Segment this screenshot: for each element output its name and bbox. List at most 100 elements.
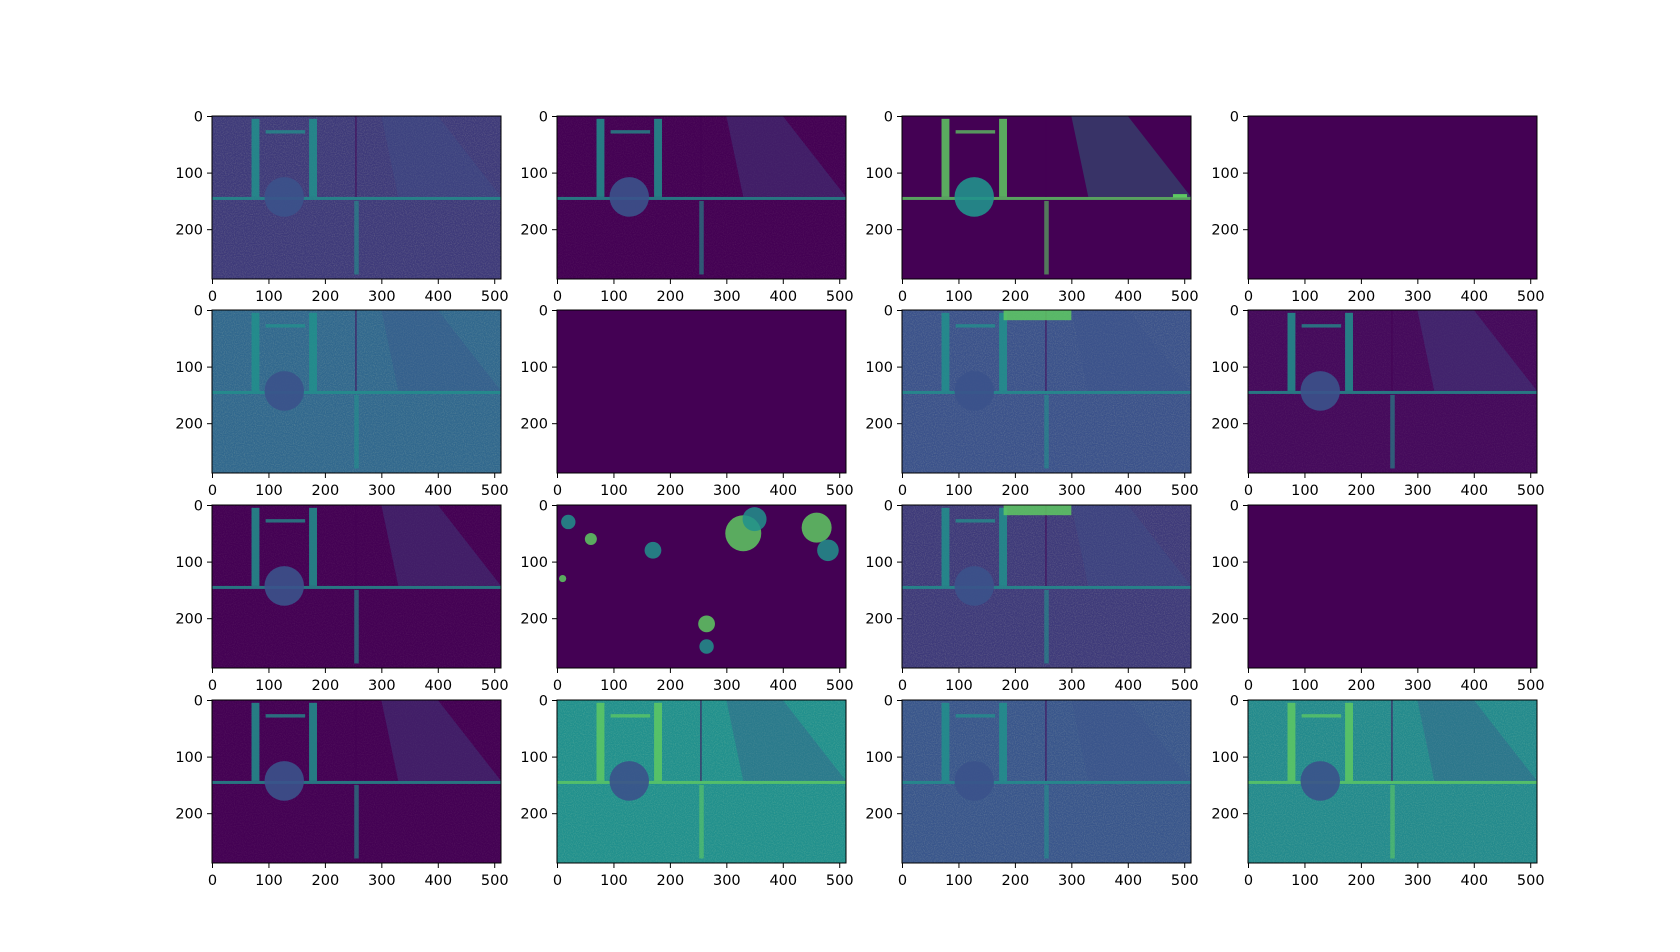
y-tick-label: 0: [194, 110, 203, 126]
x-tick-label: 200: [312, 289, 340, 305]
arch-crossbar: [955, 130, 996, 134]
arch-pillar-left: [251, 118, 260, 197]
x-tick-label: 300: [713, 873, 741, 889]
x-tick-label: 0: [1244, 678, 1253, 694]
x-tick-label: 200: [657, 289, 685, 305]
y-tick-label: 100: [520, 360, 548, 376]
x-tick-label: 400: [769, 483, 797, 499]
arch-pillar-left: [941, 507, 950, 586]
axes-frame: [901, 504, 1192, 669]
seam-line: [212, 196, 501, 200]
x-tick-label: 100: [945, 289, 973, 305]
road-region: [381, 505, 501, 586]
arch-pillar-left: [1287, 312, 1296, 391]
arch-crossbar: [265, 130, 306, 134]
y-tick-label: 0: [1230, 304, 1239, 320]
x-tick-label: 400: [1114, 873, 1142, 889]
x-tick-label: 300: [1404, 483, 1432, 499]
center-seam: [354, 589, 359, 664]
x-tick-label: 500: [1517, 289, 1545, 305]
arch-crossbar: [610, 714, 651, 718]
subplot-13: 0 100 200 300 400 500 0 100 200: [175, 694, 508, 890]
road-region: [726, 116, 846, 197]
y-tick-label: 0: [1230, 694, 1239, 710]
activation-blob: [584, 532, 597, 545]
x-tick-label: 200: [657, 678, 685, 694]
x-tick-label: 400: [424, 289, 452, 305]
activation-blob: [644, 541, 662, 559]
y-tick-label: 200: [175, 612, 203, 628]
arch-pillar-left: [251, 507, 260, 586]
arch-pillar-left: [596, 702, 605, 781]
bright-top-band: [1003, 505, 1072, 516]
center-seam: [1044, 784, 1049, 859]
x-tick-label: 400: [424, 873, 452, 889]
arch-opening: [609, 177, 650, 217]
subplot-16: 0 100 200 300 400 500 0 100 200: [1211, 694, 1544, 890]
axes-frame: [901, 309, 1192, 474]
x-tick-label: 500: [1171, 873, 1199, 889]
axes-frame: [211, 309, 502, 474]
x-tick-label: 300: [713, 678, 741, 694]
road-region: [1071, 310, 1191, 391]
arch-opening: [954, 371, 995, 411]
seam-line: [902, 196, 1191, 200]
axes-frame: [901, 115, 1192, 280]
x-tick-label: 0: [553, 678, 562, 694]
arch-pillar-right: [654, 118, 662, 197]
subplot-10: 0 100 200 300 400 500 0 100 200: [520, 499, 853, 695]
subplot-14: 0 100 200 300 400 500 0 100 200: [520, 694, 853, 890]
arch-crossbar: [955, 714, 996, 718]
arch-opening: [954, 566, 995, 606]
road-region: [1071, 505, 1191, 586]
road-region: [381, 310, 501, 391]
road-region: [1417, 310, 1537, 391]
y-tick-label: 0: [539, 110, 548, 126]
x-tick-label: 500: [826, 289, 854, 305]
arch-pillar-right: [309, 118, 317, 197]
x-tick-label: 100: [255, 289, 283, 305]
arch-pillar-right: [1345, 312, 1353, 391]
seam-line: [212, 585, 501, 589]
x-tick-label: 100: [255, 483, 283, 499]
arch-pillar-left: [941, 702, 950, 781]
y-tick-label: 200: [520, 417, 548, 433]
x-tick-label: 200: [312, 483, 340, 499]
x-tick-label: 400: [1460, 483, 1488, 499]
activation-blob: [699, 639, 714, 654]
axes-frame: [211, 504, 502, 669]
y-tick-label: 200: [520, 612, 548, 628]
arch-pillar-left: [941, 312, 950, 391]
x-tick-label: 100: [255, 678, 283, 694]
seam-line: [212, 780, 501, 784]
x-tick-label: 100: [1291, 873, 1319, 889]
x-tick-label: 500: [1171, 289, 1199, 305]
x-tick-label: 100: [1291, 483, 1319, 499]
y-tick-label: 100: [865, 555, 893, 571]
arch-pillar-right: [999, 312, 1007, 391]
center-seam: [1390, 394, 1395, 469]
x-tick-label: 0: [898, 678, 907, 694]
activation-blob: [559, 574, 567, 583]
activation-blob: [817, 539, 839, 562]
x-tick-label: 200: [657, 873, 685, 889]
subplot-grid: 0 100 200 300 400 500 0 100 200 0 100 200 300 400 500 0…: [175, 110, 1544, 890]
road-region: [381, 700, 501, 781]
x-tick-label: 500: [481, 873, 509, 889]
subplot-5: 0 100 200 300 400 500 0 100 200: [175, 304, 508, 500]
x-tick-label: 100: [945, 873, 973, 889]
x-tick-label: 100: [600, 483, 628, 499]
subplot-6: 0 100 200 300 400 500 0 100 200: [520, 304, 853, 500]
x-tick-label: 300: [1404, 678, 1432, 694]
activation-blob: [801, 512, 832, 543]
arch-pillar-right: [654, 702, 662, 781]
seam-line: [902, 780, 1191, 784]
y-tick-label: 0: [194, 304, 203, 320]
y-tick-label: 200: [175, 417, 203, 433]
x-tick-label: 0: [1244, 483, 1253, 499]
arch-pillar-right: [309, 312, 317, 391]
activation-blob: [742, 507, 767, 532]
x-tick-label: 500: [1517, 483, 1545, 499]
seam-line: [557, 196, 846, 200]
subplot-8: 0 100 200 300 400 500 0 100 200: [1211, 304, 1544, 500]
